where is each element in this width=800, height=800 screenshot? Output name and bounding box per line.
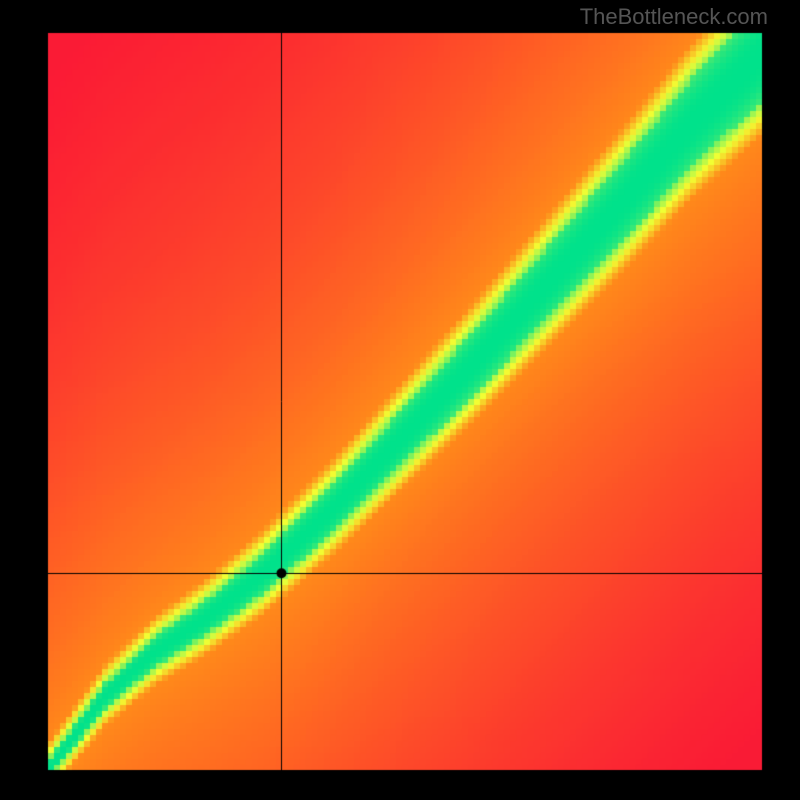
heatmap-canvas xyxy=(0,0,800,800)
attribution-text: TheBottleneck.com xyxy=(580,4,768,30)
chart-container: TheBottleneck.com xyxy=(0,0,800,800)
